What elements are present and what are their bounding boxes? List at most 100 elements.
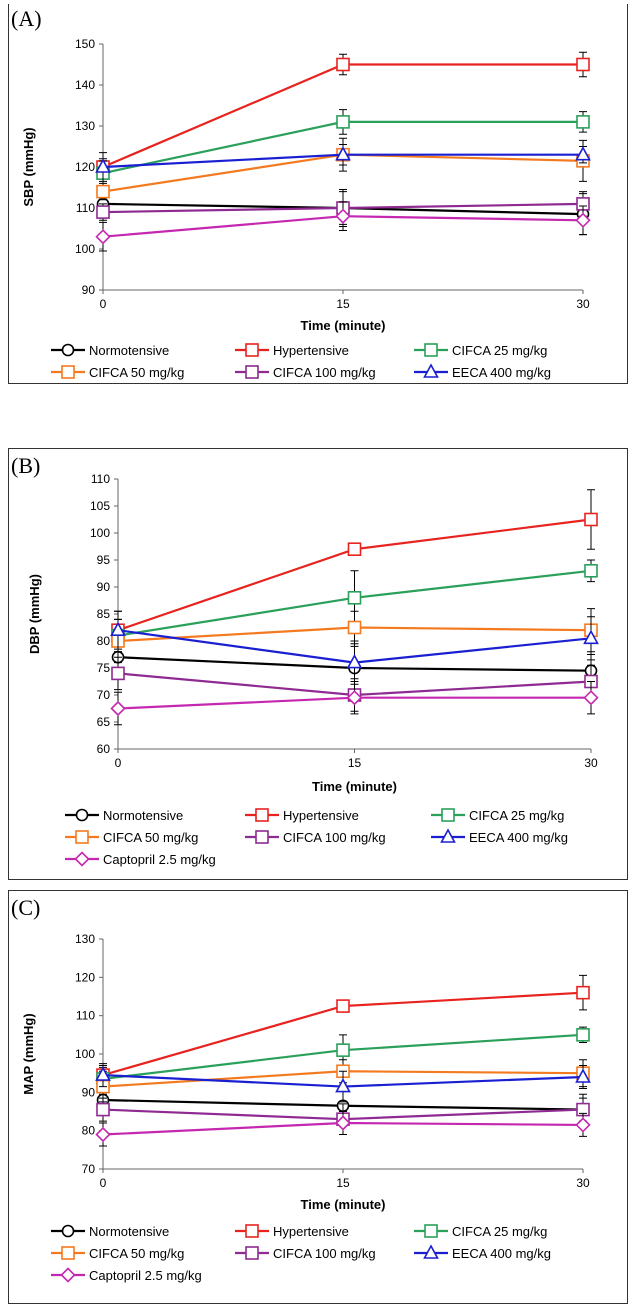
legend-label: CIFCA 50 mg/kg bbox=[89, 365, 184, 380]
data-point bbox=[110, 700, 126, 717]
data-point bbox=[583, 629, 599, 645]
y-tick-label: 140 bbox=[75, 78, 95, 92]
legend-marker bbox=[440, 828, 456, 843]
legend-marker bbox=[60, 1267, 76, 1283]
legend-marker bbox=[255, 808, 269, 822]
data-point bbox=[347, 620, 362, 635]
data-point bbox=[576, 57, 590, 72]
data-point bbox=[335, 208, 351, 224]
legend-label: Normotensive bbox=[103, 808, 183, 823]
legend-label: CIFCA 25 mg/kg bbox=[469, 808, 564, 823]
x-tick-label: 30 bbox=[576, 297, 590, 311]
y-tick-label: 95 bbox=[97, 553, 111, 567]
panel-label: (C) bbox=[11, 895, 40, 920]
legend-marker bbox=[61, 1224, 75, 1238]
data-point bbox=[346, 690, 363, 706]
legend-label: CIFCA 100 mg/kg bbox=[283, 830, 386, 845]
x-tick-label: 0 bbox=[100, 1176, 107, 1190]
chart-svg: (C) 70 80 90 100 110 120 130 0 15 30 Time (minute) M… bbox=[11, 895, 591, 1283]
y-axis-title: DBP (mmHg) bbox=[27, 574, 42, 654]
legend-marker bbox=[423, 1244, 439, 1259]
y-tick-label: 70 bbox=[82, 1162, 96, 1176]
legend-label: Hypertensive bbox=[283, 808, 359, 823]
y-tick-label: 130 bbox=[75, 119, 95, 133]
legend-label: Hypertensive bbox=[273, 1224, 349, 1239]
data-point bbox=[95, 158, 111, 173]
legend-label: EECA 400 mg/kg bbox=[469, 830, 568, 845]
data-point bbox=[110, 621, 126, 636]
legend-label: Normotensive bbox=[89, 343, 169, 358]
data-point bbox=[95, 1126, 111, 1143]
data-point bbox=[96, 205, 110, 219]
legend-marker bbox=[424, 1224, 438, 1238]
data-point bbox=[576, 115, 590, 129]
data-point bbox=[336, 999, 350, 1013]
data-point bbox=[583, 690, 599, 706]
legend-label: EECA 400 mg/kg bbox=[452, 1246, 551, 1261]
chart-panel-b: (B) 60 65 70 75 80 85 90 95 100 105 110 0 15 30 Time (m… bbox=[8, 448, 628, 880]
data-point bbox=[347, 542, 362, 556]
legend-label: Hypertensive bbox=[273, 343, 349, 358]
x-axis-title: Time (minute) bbox=[312, 779, 397, 794]
x-tick-label: 15 bbox=[348, 756, 362, 770]
y-tick-label: 60 bbox=[97, 742, 111, 756]
y-tick-label: 90 bbox=[82, 283, 96, 297]
legend-marker bbox=[61, 365, 75, 379]
data-point bbox=[584, 512, 598, 527]
series-eeca-400-mg-kg bbox=[95, 137, 591, 182]
data-point bbox=[111, 666, 125, 681]
y-tick-label: 75 bbox=[97, 661, 111, 675]
chart-svg: (B) 60 65 70 75 80 85 90 95 100 105 110 0 15 30 Time (m… bbox=[11, 453, 599, 867]
legend-marker bbox=[75, 830, 89, 844]
legend-marker bbox=[75, 808, 89, 822]
data-point bbox=[576, 1028, 590, 1042]
data-point bbox=[575, 146, 591, 161]
legend-marker bbox=[61, 343, 75, 357]
data-point bbox=[347, 591, 362, 605]
y-tick-label: 100 bbox=[75, 242, 95, 256]
legend-marker bbox=[441, 808, 455, 822]
legend-marker bbox=[245, 365, 259, 379]
series-captopril-2-5-mg-kg bbox=[95, 201, 591, 252]
legend-label: CIFCA 50 mg/kg bbox=[103, 830, 198, 845]
x-tick-label: 0 bbox=[100, 297, 107, 311]
legend-label: CIFCA 100 mg/kg bbox=[273, 1246, 376, 1261]
series-eeca-400-mg-kg bbox=[110, 610, 599, 685]
legend-marker bbox=[61, 1246, 75, 1260]
y-tick-label: 100 bbox=[75, 1047, 95, 1061]
x-axis-title: Time (minute) bbox=[301, 318, 386, 333]
data-point bbox=[575, 1068, 591, 1083]
data-point bbox=[336, 1043, 350, 1057]
y-tick-label: 90 bbox=[82, 1085, 96, 1099]
legend-label: CIFCA 100 mg/kg bbox=[273, 365, 376, 380]
legend-label: Captopril 2.5 mg/kg bbox=[103, 852, 216, 867]
legend-marker bbox=[424, 343, 438, 357]
y-tick-label: 65 bbox=[97, 715, 111, 729]
legend: Normotensive Hypertensive CIFCA 25 mg/kg CI… bbox=[51, 1224, 551, 1283]
y-tick-label: 80 bbox=[97, 634, 111, 648]
data-point bbox=[576, 985, 590, 1000]
data-point bbox=[96, 184, 110, 199]
legend: Normotensive Hypertensive CIFCA 25 mg/kg CI… bbox=[51, 343, 551, 380]
chart-panel-a: (A) 90 100 110 120 130 140 150 0 15 30 Time (minute… bbox=[8, 4, 628, 384]
legend-marker bbox=[255, 830, 269, 844]
data-point bbox=[346, 653, 363, 669]
legend-label: CIFCA 25 mg/kg bbox=[452, 343, 547, 358]
legend: Normotensive Hypertensive CIFCA 25 mg/kg CI… bbox=[65, 808, 568, 867]
x-tick-label: 0 bbox=[115, 756, 122, 770]
data-point bbox=[336, 115, 350, 129]
y-tick-label: 85 bbox=[97, 607, 111, 621]
legend-label: CIFCA 50 mg/kg bbox=[89, 1246, 184, 1261]
legend-marker bbox=[423, 363, 439, 378]
series-hypertensive bbox=[111, 489, 598, 642]
data-point bbox=[584, 564, 598, 578]
x-tick-label: 30 bbox=[584, 756, 598, 770]
legend-marker bbox=[245, 1246, 259, 1260]
y-tick-label: 90 bbox=[97, 580, 111, 594]
data-point bbox=[335, 1077, 351, 1093]
data-point bbox=[575, 1117, 591, 1133]
y-axis-title: MAP (mmHg) bbox=[21, 1013, 36, 1094]
panel-label: (B) bbox=[11, 453, 40, 478]
legend-label: EECA 400 mg/kg bbox=[452, 365, 551, 380]
y-tick-label: 80 bbox=[82, 1124, 96, 1138]
